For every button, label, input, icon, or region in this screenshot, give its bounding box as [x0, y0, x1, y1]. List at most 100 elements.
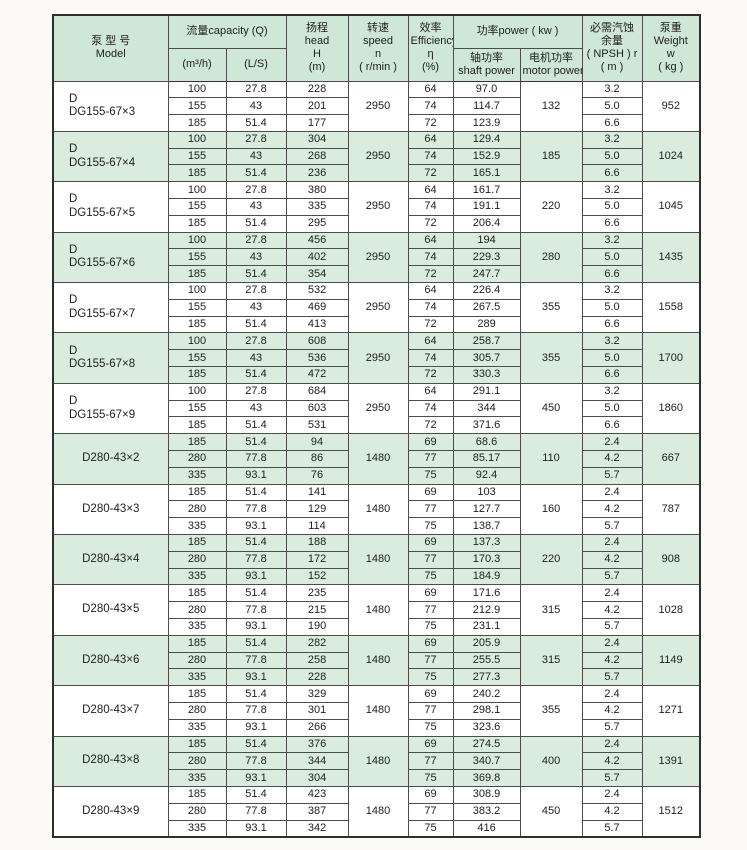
shaft-power-cell: 161.7: [452, 181, 521, 200]
shaft-power-cell: 344: [452, 399, 521, 418]
efficiency-cell: 75: [407, 517, 454, 536]
capacity-ls-cell: 77.8: [225, 752, 287, 771]
head-cell: 329: [285, 685, 349, 703]
model-cell: D DG155-67×7: [52, 282, 169, 334]
capacity-m3h-cell: 335: [167, 769, 227, 787]
capacity-ls-cell: 77.8: [225, 601, 287, 619]
npsh-cell: 5.0: [581, 147, 643, 166]
efficiency-cell: 69: [407, 685, 454, 703]
header-capacity-ls: (L/S): [225, 47, 287, 82]
head-cell: 228: [285, 80, 349, 99]
shaft-power-cell: 137.3: [452, 534, 521, 552]
capacity-ls-cell: 93.1: [225, 819, 287, 838]
head-cell: 472: [285, 366, 349, 384]
shaft-power-cell: 274.5: [452, 735, 521, 754]
npsh-cell: 2.4: [581, 735, 643, 754]
head-cell: 380: [285, 181, 349, 200]
motor-power-cell: 160: [519, 483, 583, 536]
capacity-ls-cell: 27.8: [225, 282, 287, 300]
speed-cell: 2950: [347, 332, 409, 384]
shaft-power-cell: 226.4: [452, 282, 521, 300]
table-row: 185 51.4 236 72 165.1 6.6: [53, 164, 700, 183]
shaft-power-cell: 340.7: [452, 752, 521, 771]
table-row: 335 93.1 190 75 231.1 5.7: [53, 618, 700, 636]
capacity-ls-cell: 77.8: [225, 450, 287, 468]
efficiency-cell: 75: [407, 718, 454, 737]
shaft-power-cell: 330.3: [452, 366, 521, 384]
motor-power-cell: 315: [519, 634, 583, 687]
efficiency-cell: 75: [407, 466, 454, 485]
efficiency-cell: 64: [407, 282, 454, 300]
capacity-ls-cell: 93.1: [225, 718, 287, 737]
efficiency-cell: 64: [407, 231, 454, 250]
table-row: D280-43×7 185 51.4 329 1480 69 240.2 355 2.4 1271: [52, 685, 701, 737]
capacity-m3h-cell: 335: [167, 618, 227, 636]
npsh-cell: 2.4: [581, 685, 643, 703]
npsh-cell: 2.4: [581, 433, 643, 452]
head-cell: 114: [285, 517, 349, 536]
motor-power-cell: 450: [519, 785, 583, 838]
model-cell: D DG155-67×8: [52, 332, 169, 384]
npsh-cell: 5.7: [581, 819, 643, 838]
efficiency-cell: 74: [407, 248, 454, 267]
efficiency-cell: 77: [407, 500, 454, 519]
capacity-ls-cell: 51.4: [225, 416, 287, 435]
head-cell: 344: [285, 752, 349, 771]
capacity-m3h-cell: 185: [167, 685, 227, 703]
efficiency-cell: 75: [407, 668, 454, 687]
head-cell: 301: [285, 701, 349, 720]
npsh-cell: 5.7: [581, 466, 643, 485]
shaft-power-cell: 231.1: [452, 618, 521, 636]
efficiency-cell: 75: [407, 567, 454, 586]
capacity-m3h-cell: 185: [167, 265, 227, 284]
capacity-ls-cell: 77.8: [225, 550, 287, 569]
shaft-power-cell: 92.4: [452, 466, 521, 485]
capacity-m3h-cell: 100: [167, 231, 227, 250]
head-cell: 268: [285, 147, 349, 166]
speed-cell: 1480: [347, 785, 409, 838]
head-cell: 536: [285, 349, 349, 368]
efficiency-cell: 72: [407, 366, 454, 384]
efficiency-cell: 75: [407, 618, 454, 636]
capacity-m3h-cell: 155: [167, 298, 227, 317]
header-head: 扬程 head H (m): [285, 14, 349, 82]
weight-cell: 952: [641, 80, 701, 132]
shaft-power-cell: 267.5: [452, 298, 521, 317]
capacity-m3h-cell: 280: [167, 651, 227, 670]
npsh-cell: 2.4: [581, 534, 643, 552]
capacity-m3h-cell: 185: [167, 735, 227, 754]
capacity-m3h-cell: 280: [167, 450, 227, 468]
efficiency-cell: 69: [407, 735, 454, 754]
shaft-power-cell: 170.3: [452, 550, 521, 569]
model-cell: D280-43×2: [52, 433, 169, 485]
head-cell: 177: [285, 114, 349, 132]
npsh-cell: 6.6: [581, 416, 643, 435]
speed-cell: 1480: [347, 433, 409, 485]
capacity-m3h-cell: 335: [167, 466, 227, 485]
head-cell: 531: [285, 416, 349, 435]
npsh-cell: 4.2: [581, 802, 643, 821]
head-cell: 532: [285, 282, 349, 300]
capacity-m3h-cell: 155: [167, 349, 227, 368]
speed-cell: 2950: [347, 181, 409, 233]
table-row: D280-43×5 185 51.4 235 1480 69 171.6 315 2.4 1028: [52, 584, 701, 636]
capacity-ls-cell: 51.4: [225, 265, 287, 284]
capacity-m3h-cell: 185: [167, 164, 227, 183]
shaft-power-cell: 289: [452, 315, 521, 334]
capacity-ls-cell: 93.1: [225, 668, 287, 687]
npsh-cell: 5.7: [581, 517, 643, 536]
capacity-ls-cell: 51.4: [225, 366, 287, 384]
head-cell: 295: [285, 214, 349, 233]
efficiency-cell: 77: [407, 802, 454, 821]
capacity-ls-cell: 27.8: [225, 332, 287, 351]
table-row: D280-43×2 185 51.4 94 1480 69 68.6 110 2.4 667: [52, 433, 701, 485]
capacity-ls-cell: 43: [225, 248, 287, 267]
npsh-cell: 3.2: [581, 130, 643, 149]
shaft-power-cell: 184.9: [452, 567, 521, 586]
header-speed: 转速 speed n ( r/min ): [347, 14, 409, 82]
npsh-cell: 3.2: [581, 231, 643, 250]
motor-power-cell: 220: [519, 181, 583, 233]
speed-cell: 2950: [347, 231, 409, 284]
table-row: D280-43×6 185 51.4 282 1480 69 205.9 315 2.4 1149: [52, 634, 701, 687]
table-row: 155 43 201 74 114.7 5.0: [53, 97, 700, 116]
